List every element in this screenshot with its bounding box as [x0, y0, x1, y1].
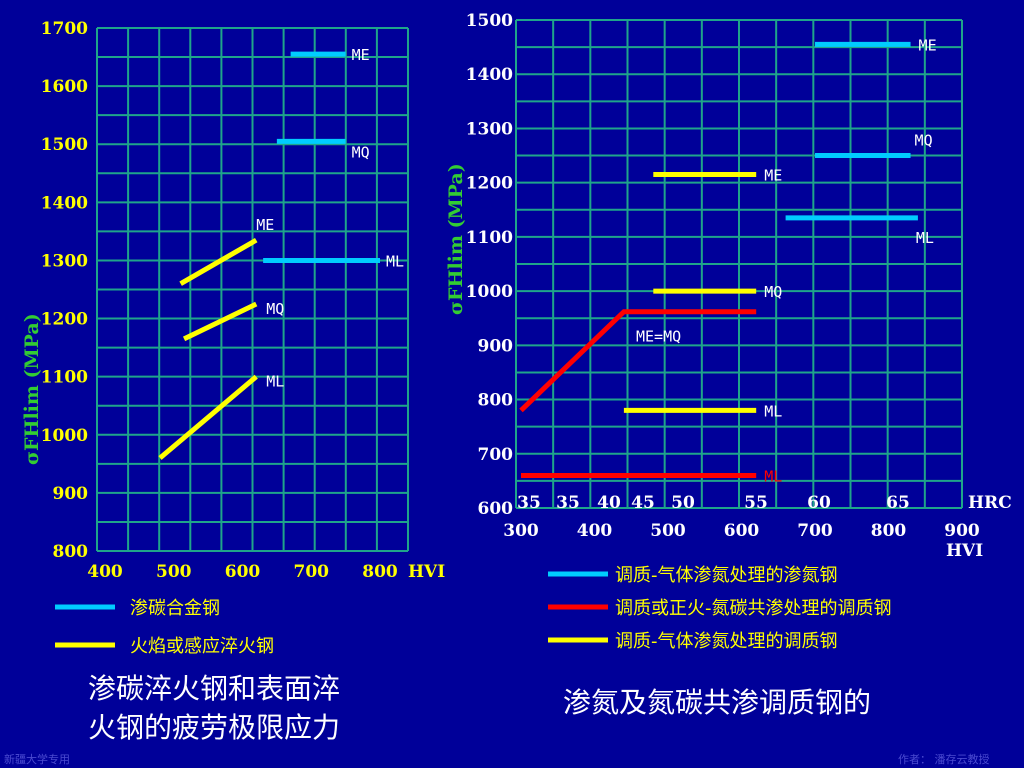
x-tick-label: 500: [156, 562, 192, 582]
y-tick-label: 1100: [466, 228, 513, 248]
x-tick-label: 400: [87, 562, 123, 582]
hrc-tick-label: 50: [671, 493, 695, 513]
x-unit-right: HVI: [946, 541, 983, 561]
x-tick-label: 600: [724, 521, 760, 541]
y-axis-label-right: σFHlim (MPa): [445, 163, 467, 315]
x-tick-label: 500: [650, 521, 686, 541]
y-tick-label: 1300: [466, 119, 513, 139]
x-tick-label: 800: [871, 521, 907, 541]
y-tick-label: 800: [478, 391, 514, 411]
hrc-tick-label: 60: [807, 493, 831, 513]
y-axis-label-left: σFHlim (MPa): [21, 313, 43, 465]
y-ticks-left: 800 900 1000 1100 1200 1300 1400 1500 1600 1700: [41, 19, 88, 562]
footer-left: 新疆大学专用: [4, 752, 70, 766]
legend-label: 火焰或感应淬火钢: [130, 636, 274, 657]
y-tick-label: 900: [478, 336, 514, 356]
y-tick-label: 700: [478, 445, 514, 465]
y-ticks-right: 600 700 800 900 1000 1100 1200 1300 1400 1500: [466, 11, 513, 519]
hrc-tick-label: 45: [631, 493, 655, 513]
x-tick-label: 700: [294, 562, 330, 582]
series-label: ME=MQ: [636, 328, 681, 346]
legend-label: 调质或正火-氮碳共渗处理的调质钢: [615, 598, 892, 619]
series-line-carbonitrided-me=mq: [519, 309, 757, 413]
series-label: MQ: [915, 132, 933, 150]
x-tick-label: 400: [577, 521, 613, 541]
chart-nitrided: ME MQ ML ME MQ ML ME=MQ ML 600 700 800 900 1000 1100…: [445, 11, 1012, 561]
legend-label: 调质-气体渗氮处理的调质钢: [615, 631, 838, 652]
series-label: MQ: [352, 143, 370, 161]
legend-right: 调质-气体渗氮处理的渗氮钢调质或正火-氮碳共渗处理的调质钢调质-气体渗氮处理的调…: [548, 565, 892, 652]
caption-left-line2: 火钢的疲劳极限应力: [88, 711, 340, 744]
y-tick-label: 1500: [41, 135, 88, 155]
hrc-unit: HRC: [968, 493, 1012, 513]
series-line-flame-ml: [158, 374, 258, 460]
hrc-tick-label: 40: [597, 493, 621, 513]
y-tick-label: 1400: [466, 65, 513, 85]
series-label: MQ: [764, 283, 782, 301]
y-tick-label: 900: [53, 484, 89, 504]
x-ticks-left: 400 500 600 700 800: [87, 562, 398, 582]
series-label: ML: [916, 229, 934, 247]
grid-right: [515, 19, 963, 509]
y-tick-label: 1200: [41, 310, 88, 330]
y-tick-label: 600: [478, 499, 514, 519]
series-left: ME MQ ML ME MQ ML: [158, 46, 404, 460]
series-label: ML: [764, 467, 782, 485]
legend-label: 渗碳合金钢: [130, 598, 220, 619]
series-right: ME MQ ML ME MQ ML ME=MQ ML: [519, 36, 937, 485]
y-tick-label: 1300: [41, 251, 88, 271]
hrc-tick-label: 65: [886, 493, 910, 513]
y-tick-label: 1000: [41, 426, 88, 446]
y-tick-label: 1100: [41, 368, 88, 388]
hrc-tick-label: 35: [556, 493, 580, 513]
y-tick-label: 1000: [466, 282, 513, 302]
x-tick-label: 800: [362, 562, 398, 582]
footer-right: 作者： 潘存云教授: [898, 752, 990, 766]
hrc-tick-label: 35: [517, 493, 541, 513]
series-label: ME: [352, 46, 370, 64]
series-label: ME: [256, 216, 274, 234]
x-unit-left: HVI: [408, 562, 445, 582]
y-tick-label: 1200: [466, 174, 513, 194]
series-label: ML: [386, 252, 404, 270]
caption-right: 渗氮及氮碳共渗调质钢的: [563, 686, 871, 719]
x-ticks-right: 300 400 500 600 700 800 900: [503, 521, 980, 541]
series-line-flame-me: [179, 237, 258, 286]
x-tick-label: 600: [225, 562, 261, 582]
series-label: ML: [764, 402, 782, 420]
series-label: ML: [266, 373, 284, 391]
chart-carburized: ME MQ ML ME MQ ML 800 900 1000 1100 1200 1300 1400 1…: [21, 19, 445, 582]
grid-left: [96, 27, 409, 552]
y-tick-label: 1700: [41, 19, 88, 39]
series-label: ME: [764, 167, 782, 185]
y-tick-label: 1500: [466, 11, 513, 31]
x-tick-label: 700: [797, 521, 833, 541]
series-label: ME: [919, 36, 937, 54]
x-tick-label: 900: [944, 521, 980, 541]
series-line-flame-mq: [182, 301, 258, 342]
hrc-tick-label: 55: [744, 493, 768, 513]
y-tick-label: 1600: [41, 77, 88, 97]
y-tick-label: 800: [53, 542, 89, 562]
hrc-ticks-right: 35 35 40 45 50 55 60 65: [517, 493, 910, 513]
y-tick-label: 1400: [41, 193, 88, 213]
x-tick-label: 300: [503, 521, 539, 541]
series-label: MQ: [266, 300, 284, 318]
legend-label: 调质-气体渗氮处理的渗氮钢: [615, 565, 838, 586]
caption-left-line1: 渗碳淬火钢和表面淬: [88, 672, 340, 705]
